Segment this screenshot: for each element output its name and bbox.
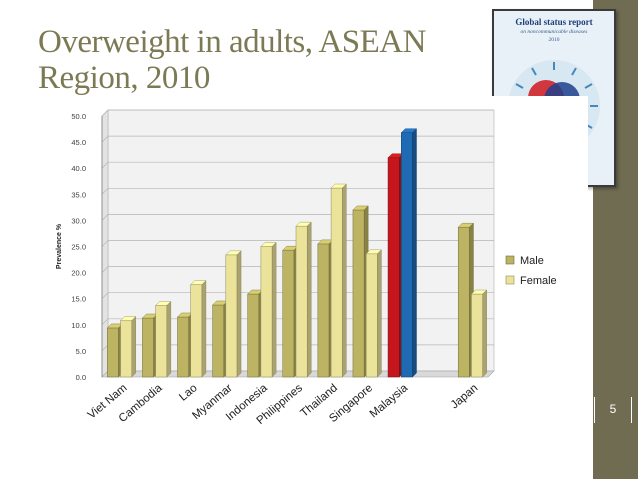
bar-male	[212, 304, 225, 378]
y-tick-label: 20.0	[71, 269, 86, 278]
y-tick-label: 40.0	[71, 164, 86, 173]
y-tick-label: 5.0	[76, 347, 86, 356]
bar-female-side	[307, 221, 312, 378]
legend-label: Male	[520, 255, 544, 267]
y-tick-label: 35.0	[71, 190, 86, 199]
y-tick-label: 45.0	[71, 138, 86, 147]
slide-number-text: 5	[609, 402, 617, 416]
bar-female	[260, 246, 273, 378]
y-tick-label: 25.0	[71, 243, 86, 252]
cover-title: Global status report	[515, 17, 593, 27]
bar-female	[401, 132, 413, 378]
bar-male	[142, 317, 154, 378]
y-tick-label: 10.0	[71, 321, 86, 330]
bar-female-side	[377, 249, 382, 378]
bar-female	[190, 284, 203, 378]
bar-female-side	[271, 242, 277, 378]
bar-male	[107, 327, 119, 378]
bar-female-side	[201, 280, 207, 378]
bar-female	[295, 225, 308, 378]
chart: 0.0 5.0 10.0 15.0 20.0 25.0 30.0 35.0 40.0 45.0 50…	[40, 96, 588, 451]
bar-female-side	[412, 128, 417, 378]
bar-male	[317, 243, 330, 378]
bar-male	[387, 157, 400, 378]
bar-male	[352, 209, 365, 378]
bar-male	[247, 293, 260, 378]
gridline	[101, 109, 494, 117]
bar-chart-svg: 0.0 5.0 10.0 15.0 20.0 25.0 30.0 35.0 40.0 45.0 50…	[40, 96, 588, 451]
legend-label: Female	[520, 275, 557, 287]
gridline	[101, 161, 494, 169]
bar-female	[155, 305, 168, 378]
bar-female-side	[482, 289, 487, 378]
cover-year: 2010	[548, 37, 560, 43]
gridline	[101, 187, 494, 195]
y-tick-label: 15.0	[71, 295, 86, 304]
bar-male	[177, 316, 189, 378]
bar-female	[471, 293, 483, 378]
bar-male	[282, 249, 295, 378]
bar-female	[120, 320, 133, 378]
y-tick-label: 30.0	[71, 216, 86, 225]
slide-number: 5	[594, 397, 632, 423]
y-tick-label: 50.0	[71, 112, 86, 121]
slide-number-frame	[594, 397, 632, 423]
legend-swatch	[505, 255, 515, 265]
bar-female	[330, 187, 343, 378]
bar-female-side	[236, 250, 242, 378]
gridline	[101, 135, 494, 143]
cover-subtitle: on noncommunicable diseases	[520, 29, 588, 35]
slide-title: Overweight in adults, ASEAN Region, 2010	[38, 24, 426, 96]
bar-female	[365, 253, 378, 378]
y-axis-label: Prevalence %	[56, 223, 63, 269]
bar-female-side	[166, 301, 172, 378]
legend-swatch	[505, 275, 515, 285]
y-tick-label: 0.0	[76, 373, 86, 382]
bar-male	[457, 226, 470, 378]
bar-female-side	[342, 183, 347, 378]
bar-female-side	[131, 316, 136, 378]
bar-female	[225, 254, 238, 378]
